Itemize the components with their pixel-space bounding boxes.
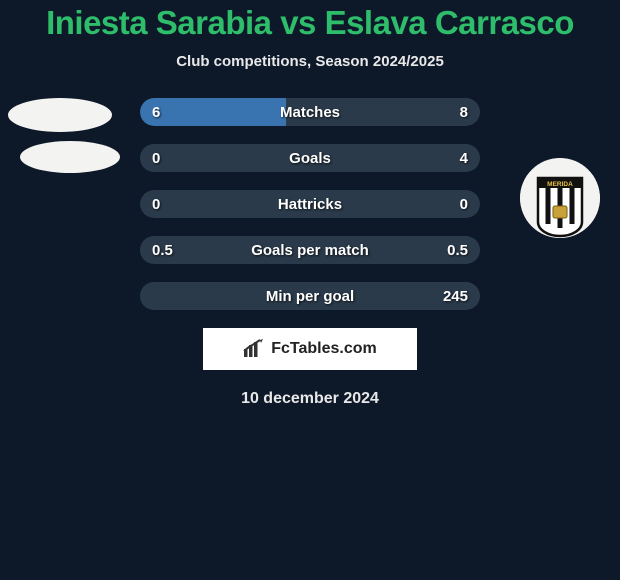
player-right-club-badge: MERIDA [520, 158, 600, 238]
stat-bars: Matches68 Goals04 Hattricks00 Goals per mat… [140, 98, 480, 328]
merida-badge-icon: MERIDA [520, 158, 600, 238]
brand-chart-icon [243, 339, 265, 359]
stat-row: Matches68 [140, 98, 480, 126]
stat-row-bg [140, 190, 480, 218]
comparison-infographic: Iniesta Sarabia vs Eslava Carrasco Club … [0, 0, 620, 408]
subtitle: Club competitions, Season 2024/2025 [176, 53, 444, 70]
player-left-club-placeholder [20, 141, 120, 173]
stat-right-fill [140, 236, 480, 264]
badge-club-label: MERIDA [547, 181, 573, 188]
page-title: Iniesta Sarabia vs Eslava Carrasco [26, 6, 594, 39]
chart-area: MERIDA Matches68 Goals04 Hattricks00 Goals … [0, 98, 620, 338]
stat-right-fill [140, 144, 480, 172]
stat-row: Goals per match0.50.5 [140, 236, 480, 264]
brand-label: FcTables.com [271, 340, 377, 358]
stat-row: Min per goal245 [140, 282, 480, 310]
date-line: 10 december 2024 [241, 390, 379, 408]
stat-right-fill [286, 98, 480, 126]
stat-left-fill [140, 98, 286, 126]
stat-right-fill [140, 282, 480, 310]
stat-row: Goals04 [140, 144, 480, 172]
player-left-photo-placeholder [8, 98, 112, 132]
stat-row: Hattricks00 [140, 190, 480, 218]
